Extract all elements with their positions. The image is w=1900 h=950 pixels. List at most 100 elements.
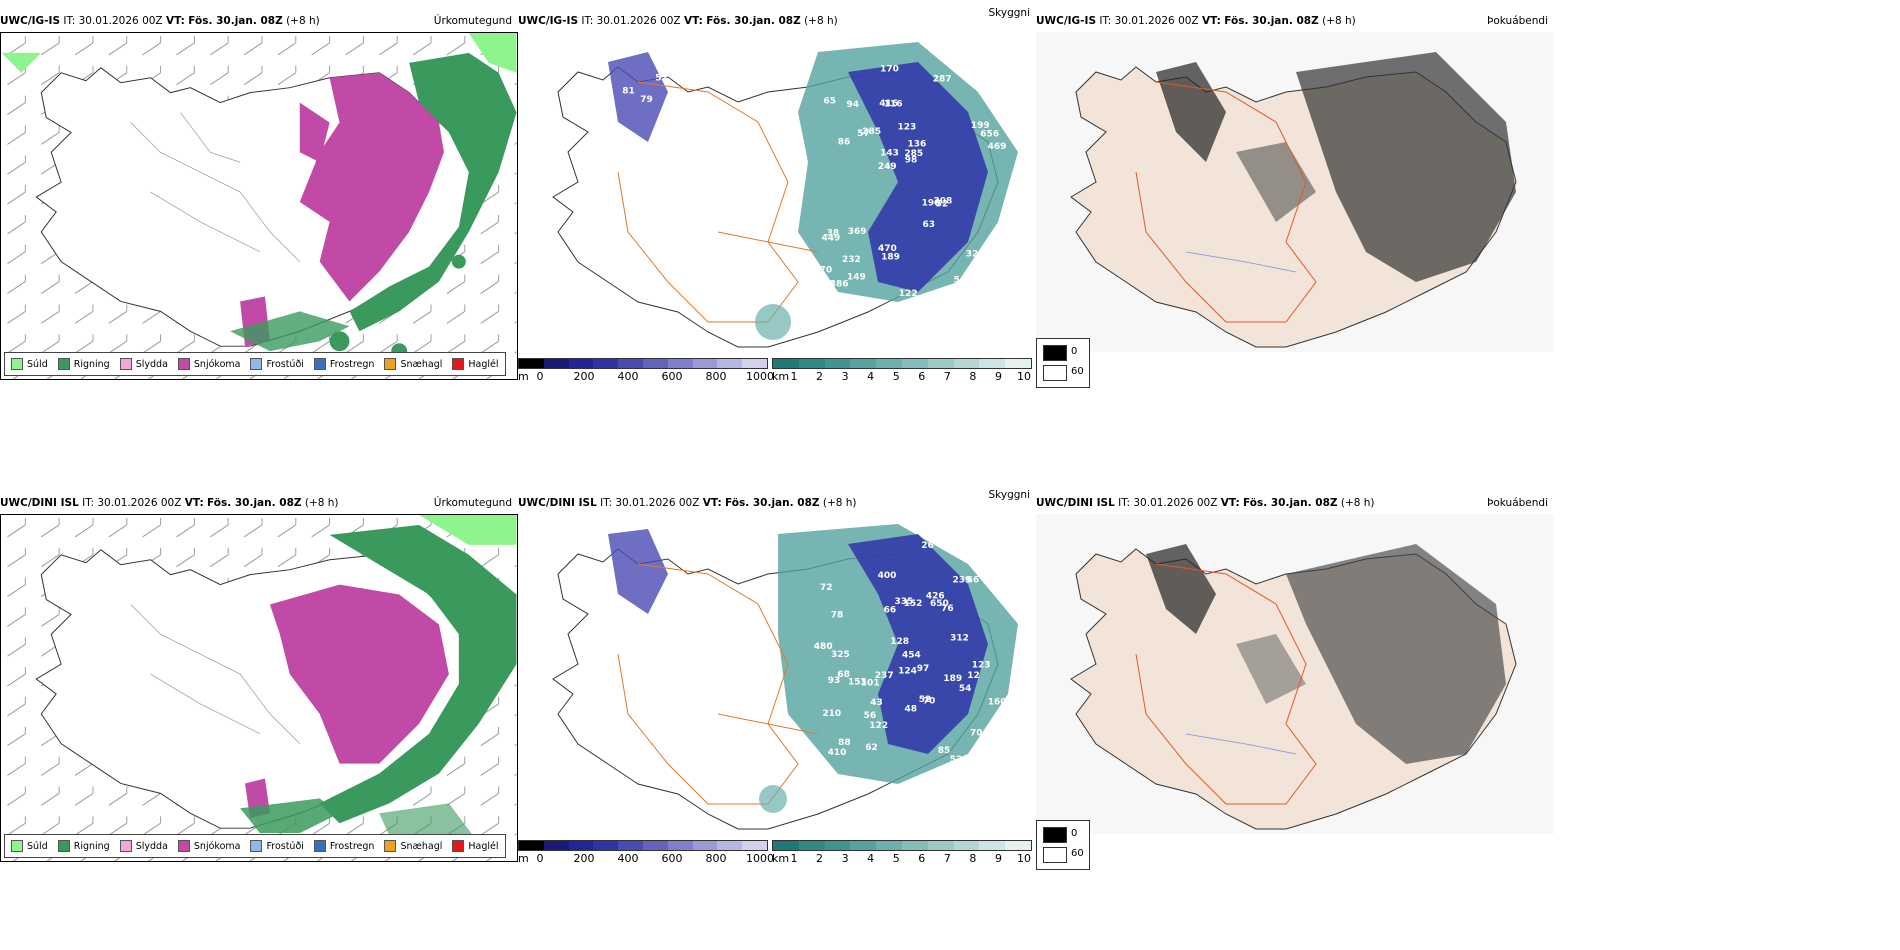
legend-label: Rigning (73, 358, 110, 370)
cloud-base-value-label: 70 (923, 697, 936, 707)
legend-label: Súld (27, 358, 48, 370)
legend-item: Frostregn (313, 358, 374, 370)
cloud-base-value-label: 469 (988, 142, 1007, 152)
colorbar-cell (667, 841, 693, 850)
precip-type-panel-top: UWC/IG-IS IT: 30.01.2026 00Z VT: Fös. 30… (0, 12, 518, 380)
cloud-base-map: 5188158795238641612338285370232116136526… (552, 42, 1018, 348)
cloud-base-value-label: 189 (881, 252, 900, 262)
colorbar-tick-label: 800 (705, 852, 727, 865)
cloud-base-value-label: 123 (972, 660, 991, 670)
colorbar-cell (667, 359, 693, 368)
cloud-base-value-label: 81 (622, 87, 635, 97)
colorbar-cell (717, 359, 743, 368)
colorbar-tick-label: 1000 (746, 852, 774, 865)
legend-item: Slydda (119, 840, 168, 852)
cloud-base-value-label: 124 (898, 666, 917, 676)
cloud-base-value-label: 318 (927, 775, 946, 785)
lead-time: (+8 h) (804, 15, 838, 27)
colorbar-tick-label: 8 (969, 370, 977, 383)
fog-legend-high-swatch (1043, 827, 1067, 843)
cloud-base-value-label: 57 (857, 129, 870, 139)
colorbar-ticks: 0 200 400 600 800 1000 (518, 369, 775, 383)
visibility-colorbar: km 1 2 3 4 5 6 7 8 9 10 (772, 840, 1032, 865)
cloud-base-value-label: 325 (831, 650, 850, 660)
it-label: IT: (82, 497, 95, 509)
panel-header: UWC/IG-IS IT: 30.01.2026 00Z VT: Fös. 30… (0, 12, 518, 30)
legend-item: Snjókoma (177, 840, 240, 852)
fog-legend: 0 60 (1036, 820, 1090, 870)
cloud-base-value-label: 93 (828, 676, 841, 686)
cloud-base-value-label: 70 (970, 729, 983, 739)
legend-swatch (250, 840, 263, 852)
colorbar-cell (850, 841, 877, 850)
cloud-base-value-label: 470 (878, 244, 897, 254)
it-label: IT: (600, 497, 613, 509)
colorbar-tick-label: 800 (705, 370, 727, 383)
colorbar-cell (1005, 359, 1031, 368)
cloud-base-value-label: 85 (938, 746, 951, 756)
cloud-base-value-label: 26 (921, 541, 934, 551)
legend-swatch (119, 358, 132, 370)
cloud-base-value-label: 76 (941, 604, 954, 614)
colorbar-tick-label: 2 (816, 852, 824, 865)
cloud-base-value-label: 63 (923, 220, 936, 230)
colorbar-ticks: 1 2 3 4 5 6 7 8 9 10 (772, 851, 1032, 865)
fog-legend: 0 60 (1036, 338, 1090, 388)
cloud-base-value-label: 210 (822, 709, 841, 719)
legend-label: Snæhagl (400, 840, 443, 852)
cloud-base-value-label: 287 (933, 75, 952, 85)
fog-legend-low-label: 60 (1071, 848, 1084, 859)
cloud-base-value-label: 43 (870, 698, 883, 708)
cloud-base-value-label: 285 (862, 127, 881, 137)
it-value: 30.01.2026 00Z (596, 15, 681, 27)
model-name: UWC/DINI ISL (0, 497, 79, 509)
fog-legend-high-label: 0 (1071, 828, 1078, 839)
precip-map (0, 32, 518, 380)
colorbar-cell (876, 359, 902, 368)
lead-time: (+8 h) (286, 15, 320, 27)
cloud-base-panel-top: UWC/IG-IS IT: 30.01.2026 00Z VT: Fös. 30… (518, 7, 1036, 383)
legend-item: Snjókoma (177, 358, 240, 370)
cloud-base-value-label: 480 (814, 642, 833, 652)
cloud-base-value-label: 275 (815, 281, 834, 291)
cloud-base-value-label: 56 (864, 711, 877, 721)
legend-item: Haglél (452, 840, 499, 852)
fog-legend-high-label: 0 (1071, 346, 1078, 357)
legend-label: Frostúði (266, 358, 304, 370)
legend-label: Slydda (135, 840, 168, 852)
colorbar-unit: m (518, 852, 529, 865)
cloud-base-value-label: 386 (830, 280, 849, 290)
vt-label: VT: (702, 497, 722, 509)
cloud-base-value-label: 52 (950, 755, 963, 765)
colorbar-tick-label: 600 (661, 370, 683, 383)
cloud-base-value-label: 122 (899, 289, 918, 299)
cloud-base-value-label: 12 (967, 671, 980, 681)
cloud-base-value-label: 66 (884, 605, 897, 615)
legend-item: Súld (11, 358, 48, 370)
legend-item: Slydda (119, 358, 168, 370)
fog-legend-low-label: 60 (1071, 366, 1084, 377)
precip-type-legend: Súld Rigning Slydda Snjókoma Frostúði Frostre… (4, 834, 506, 858)
colorbar-strip (772, 358, 1032, 369)
lead-time: (+8 h) (822, 497, 857, 509)
colorbar-cell (742, 841, 767, 850)
vt-value: Fös. 30.jan. 08Z (188, 15, 283, 27)
cloud-base-value-label: 410 (828, 748, 847, 758)
legend-swatch (119, 840, 132, 852)
colorbar-cell (876, 841, 902, 850)
panel-header: UWC/DINI ISL IT: 30.01.2026 00Z VT: Fös.… (518, 489, 1036, 512)
cloud-base-value-label: 312 (950, 633, 969, 643)
cloud-base-value-label: 160 (988, 697, 1007, 707)
colorbar-tick-label: 1000 (746, 370, 774, 383)
cloud-base-value-label: 153 (848, 677, 867, 687)
colorbar-tick-label: 3 (841, 852, 849, 865)
colorbar-cell (568, 359, 594, 368)
lead-time: (+8 h) (304, 497, 339, 509)
legend-swatch (57, 358, 70, 370)
colorbar-cell (692, 359, 718, 368)
cloud-base-value-label: 68 (837, 670, 850, 680)
colorbar-cell (927, 359, 954, 368)
panel-type-title: Úrkomutegund (433, 15, 512, 27)
legend-swatch (452, 840, 465, 852)
legend-item: Snæhagl (384, 358, 442, 370)
